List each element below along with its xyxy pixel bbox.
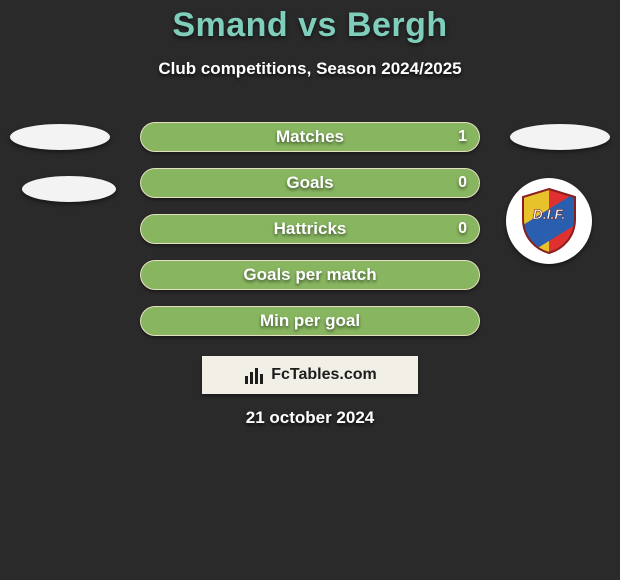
- left-badge-1: [10, 124, 110, 150]
- page-subtitle: Club competitions, Season 2024/2025: [0, 59, 620, 79]
- stat-label: Goals: [141, 169, 479, 197]
- stat-value-right: 0: [458, 169, 467, 197]
- stat-value-right: 1: [458, 123, 467, 151]
- stat-row: Matches 1: [140, 122, 480, 152]
- left-badge-2: [22, 176, 116, 202]
- right-badge-1: [510, 124, 610, 150]
- shield-icon: D.I.F.: [513, 185, 585, 257]
- stats-column: Matches 1 Goals 0 Hattricks 0 Goals per …: [140, 122, 480, 352]
- page-title: Smand vs Bergh: [0, 0, 620, 45]
- bar-chart-icon: [243, 364, 265, 386]
- stat-label: Matches: [141, 123, 479, 151]
- stat-value-right: 0: [458, 215, 467, 243]
- crest-initials: D.I.F.: [533, 206, 566, 222]
- stat-row: Min per goal: [140, 306, 480, 336]
- brand-text: FcTables.com: [271, 366, 377, 384]
- stat-label: Min per goal: [141, 307, 479, 335]
- stat-row: Hattricks 0: [140, 214, 480, 244]
- stat-row: Goals 0: [140, 168, 480, 198]
- stat-label: Goals per match: [141, 261, 479, 289]
- date-text: 21 october 2024: [0, 408, 620, 428]
- right-club-crest: D.I.F.: [506, 178, 592, 264]
- stat-label: Hattricks: [141, 215, 479, 243]
- infographic-canvas: Smand vs Bergh Club competitions, Season…: [0, 0, 620, 580]
- stat-row: Goals per match: [140, 260, 480, 290]
- brand-bar: FcTables.com: [202, 356, 418, 394]
